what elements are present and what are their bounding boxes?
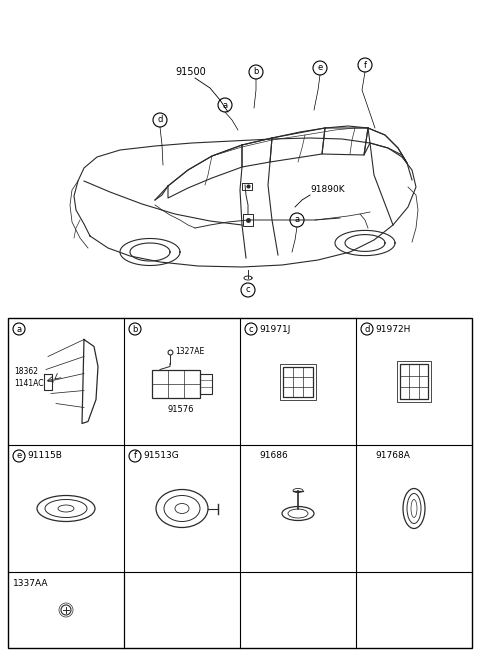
Bar xyxy=(8,318,472,648)
Text: b: b xyxy=(253,67,259,77)
Bar xyxy=(283,367,313,396)
Text: f: f xyxy=(363,60,367,69)
Bar xyxy=(280,364,316,400)
Text: 91513G: 91513G xyxy=(143,451,179,460)
Text: 91500: 91500 xyxy=(175,67,206,77)
Text: d: d xyxy=(157,115,163,124)
Text: 91115B: 91115B xyxy=(27,451,62,460)
Text: 91686: 91686 xyxy=(259,451,288,460)
Text: 1337AA: 1337AA xyxy=(13,579,48,588)
Text: f: f xyxy=(133,451,136,460)
Text: d: d xyxy=(364,324,370,333)
Text: a: a xyxy=(16,324,22,333)
Text: 91971J: 91971J xyxy=(259,324,290,333)
Bar xyxy=(400,364,428,399)
Text: 91576: 91576 xyxy=(167,405,193,414)
Text: 18362: 18362 xyxy=(14,367,38,376)
Bar xyxy=(200,373,212,394)
Text: e: e xyxy=(16,451,22,460)
Text: b: b xyxy=(132,324,138,333)
Text: 91768A: 91768A xyxy=(375,451,410,460)
Text: 91890K: 91890K xyxy=(310,185,345,195)
Text: c: c xyxy=(246,286,250,295)
Text: e: e xyxy=(317,64,323,73)
Text: 1141AC: 1141AC xyxy=(14,379,44,388)
Bar xyxy=(152,369,200,398)
Text: a: a xyxy=(222,100,228,109)
Text: c: c xyxy=(249,324,253,333)
Text: a: a xyxy=(294,215,300,225)
Text: 91972H: 91972H xyxy=(375,324,410,333)
Text: 1327AE: 1327AE xyxy=(175,347,204,356)
Bar xyxy=(397,361,431,402)
